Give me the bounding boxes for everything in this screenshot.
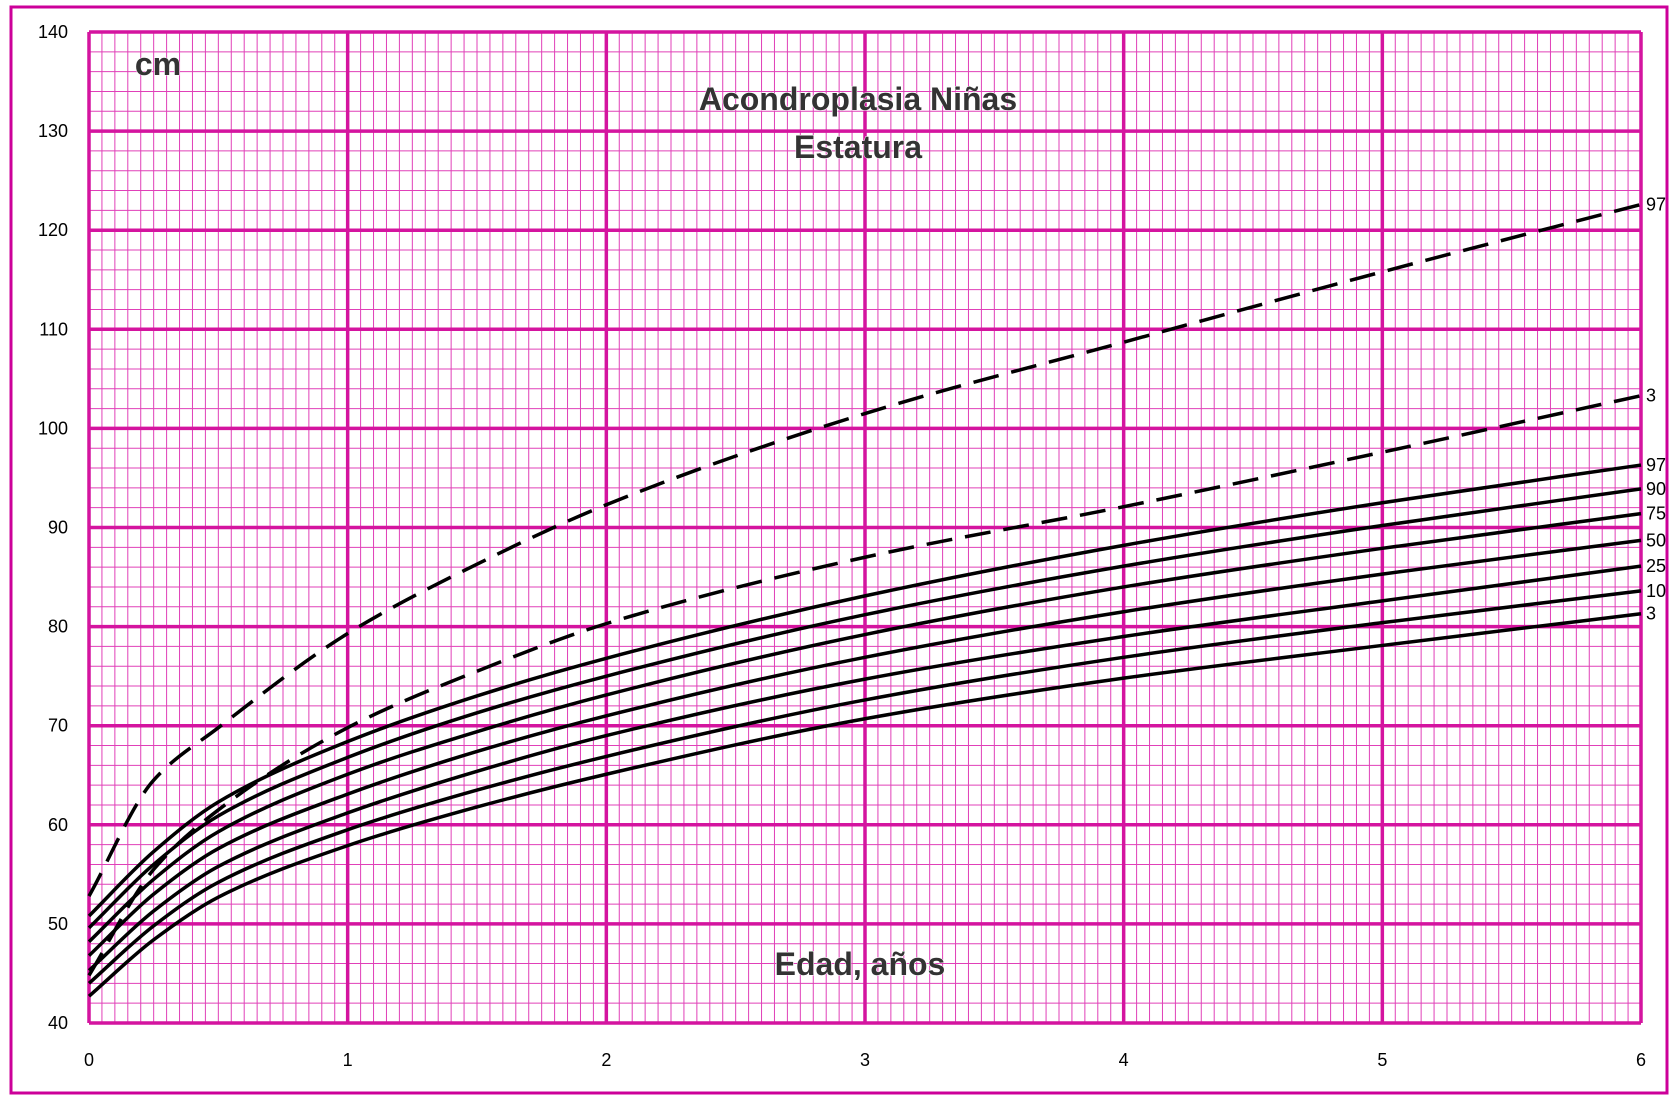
series-line-p25-solid [87, 564, 1642, 972]
y-axis-ticks: 40 50 60 70 80 90 100 110 120 130 140 [38, 22, 68, 1033]
chart-subtitle: Estatura [794, 129, 922, 165]
curve-label-p75: 75 [1646, 504, 1666, 524]
curve-label-p25: 25 [1646, 556, 1666, 576]
x-tick-label: 3 [860, 1050, 870, 1070]
y-tick-label: 70 [48, 716, 68, 736]
curve-label-p3: 3 [1646, 604, 1656, 624]
y-tick-label: 50 [48, 914, 68, 934]
curve-label-p3: 3 [1646, 386, 1656, 406]
y-tick-label: 110 [39, 319, 68, 339]
chart-title: Acondroplasia Niñas [699, 81, 1017, 117]
curve-label-p50: 50 [1646, 530, 1666, 550]
x-tick-label: 0 [84, 1050, 94, 1070]
series-line-p97-dashed [87, 202, 1642, 898]
y-tick-label: 130 [38, 121, 68, 141]
series-layer [87, 202, 1642, 998]
y-tick-label: 80 [48, 617, 68, 637]
y-tick-label: 140 [38, 22, 68, 42]
y-tick-label: 90 [48, 518, 68, 538]
x-tick-label: 5 [1377, 1050, 1387, 1070]
curve-label-p97: 97 [1646, 455, 1666, 475]
series-line-p90-solid [87, 487, 1642, 930]
series-line-p75-solid [87, 511, 1642, 943]
x-tick-label: 2 [601, 1050, 611, 1070]
curve-label-p90: 90 [1646, 479, 1666, 499]
curve-label-p97: 97 [1646, 194, 1666, 214]
y-unit-label: cm [135, 46, 181, 82]
x-tick-label: 4 [1119, 1050, 1129, 1070]
y-tick-label: 60 [48, 815, 68, 835]
y-tick-label: 100 [38, 418, 68, 438]
chart-frame [9, 5, 1669, 1095]
x-tick-label: 1 [343, 1050, 353, 1070]
y-tick-label: 120 [38, 220, 68, 240]
curve-label-p10: 10 [1646, 581, 1666, 601]
x-axis-title: Edad, años [775, 946, 946, 982]
series-line-p10-solid [87, 589, 1642, 985]
y-tick-label: 40 [48, 1013, 68, 1033]
series-line-p97-solid [87, 463, 1642, 918]
curve-labels: 97 3 97 90 75 50 25 10 3 [1646, 194, 1666, 623]
series-line-p3-solid [87, 611, 1642, 998]
series-line-p3-dashed [87, 393, 1642, 977]
series-line-p50-solid [87, 538, 1642, 957]
x-axis-ticks: 0 1 2 3 4 5 6 [84, 1050, 1646, 1070]
x-tick-label: 6 [1636, 1050, 1646, 1070]
grid-major [87, 30, 1643, 1025]
